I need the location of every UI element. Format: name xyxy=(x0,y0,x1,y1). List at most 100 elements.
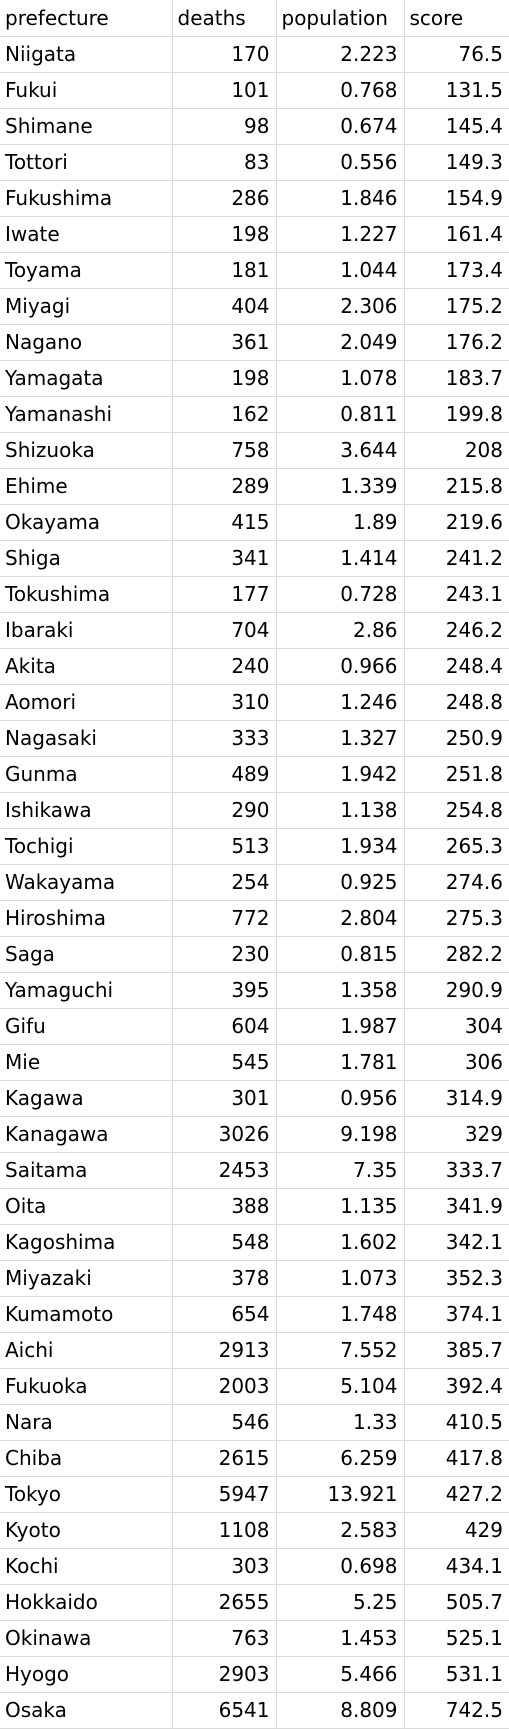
cell-deaths[interactable]: 333 xyxy=(172,720,277,757)
cell-deaths[interactable]: 2913 xyxy=(172,1332,277,1369)
cell-population[interactable]: 2.583 xyxy=(276,1512,405,1549)
cell-population[interactable]: 1.138 xyxy=(276,792,405,829)
cell-population[interactable]: 0.815 xyxy=(276,936,405,973)
cell-score[interactable]: 251.8 xyxy=(404,756,509,793)
cell-deaths[interactable]: 546 xyxy=(172,1404,277,1441)
cell-score[interactable]: 290.9 xyxy=(404,972,509,1009)
cell-deaths[interactable]: 198 xyxy=(172,216,277,253)
cell-prefecture[interactable]: Aichi xyxy=(0,1332,173,1369)
header-cell-prefecture[interactable]: prefecture xyxy=(0,0,173,37)
cell-prefecture[interactable]: Ibaraki xyxy=(0,612,173,649)
cell-prefecture[interactable]: Hiroshima xyxy=(0,900,173,937)
cell-deaths[interactable]: 361 xyxy=(172,324,277,361)
cell-prefecture[interactable]: Iwate xyxy=(0,216,173,253)
cell-population[interactable]: 1.327 xyxy=(276,720,405,757)
cell-score[interactable]: 243.1 xyxy=(404,576,509,613)
cell-deaths[interactable]: 254 xyxy=(172,864,277,901)
cell-prefecture[interactable]: Nagano xyxy=(0,324,173,361)
cell-score[interactable]: 374.1 xyxy=(404,1296,509,1333)
cell-deaths[interactable]: 772 xyxy=(172,900,277,937)
cell-score[interactable]: 176.2 xyxy=(404,324,509,361)
cell-score[interactable]: 274.6 xyxy=(404,864,509,901)
cell-score[interactable]: 505.7 xyxy=(404,1584,509,1621)
cell-score[interactable]: 333.7 xyxy=(404,1152,509,1189)
cell-score[interactable]: 183.7 xyxy=(404,360,509,397)
cell-score[interactable]: 208 xyxy=(404,432,509,469)
cell-population[interactable]: 1.078 xyxy=(276,360,405,397)
cell-deaths[interactable]: 489 xyxy=(172,756,277,793)
cell-deaths[interactable]: 2655 xyxy=(172,1584,277,1621)
cell-deaths[interactable]: 310 xyxy=(172,684,277,721)
cell-deaths[interactable]: 230 xyxy=(172,936,277,973)
cell-prefecture[interactable]: Mie xyxy=(0,1044,173,1081)
cell-score[interactable]: 149.3 xyxy=(404,144,509,181)
cell-prefecture[interactable]: Aomori xyxy=(0,684,173,721)
cell-prefecture[interactable]: Yamaguchi xyxy=(0,972,173,1009)
cell-population[interactable]: 0.674 xyxy=(276,108,405,145)
cell-prefecture[interactable]: Saga xyxy=(0,936,173,973)
cell-population[interactable]: 0.925 xyxy=(276,864,405,901)
cell-population[interactable]: 5.25 xyxy=(276,1584,405,1621)
cell-prefecture[interactable]: Okinawa xyxy=(0,1620,173,1657)
cell-prefecture[interactable]: Toyama xyxy=(0,252,173,289)
cell-prefecture[interactable]: Yamanashi xyxy=(0,396,173,433)
cell-prefecture[interactable]: Kochi xyxy=(0,1548,173,1585)
cell-deaths[interactable]: 1108 xyxy=(172,1512,277,1549)
cell-deaths[interactable]: 341 xyxy=(172,540,277,577)
cell-population[interactable]: 1.339 xyxy=(276,468,405,505)
cell-population[interactable]: 5.104 xyxy=(276,1368,405,1405)
cell-deaths[interactable]: 286 xyxy=(172,180,277,217)
cell-deaths[interactable]: 98 xyxy=(172,108,277,145)
cell-deaths[interactable]: 290 xyxy=(172,792,277,829)
cell-prefecture[interactable]: Hokkaido xyxy=(0,1584,173,1621)
cell-population[interactable]: 0.698 xyxy=(276,1548,405,1585)
cell-prefecture[interactable]: Kyoto xyxy=(0,1512,173,1549)
cell-deaths[interactable]: 83 xyxy=(172,144,277,181)
cell-score[interactable]: 385.7 xyxy=(404,1332,509,1369)
cell-population[interactable]: 1.934 xyxy=(276,828,405,865)
cell-deaths[interactable]: 758 xyxy=(172,432,277,469)
cell-prefecture[interactable]: Ishikawa xyxy=(0,792,173,829)
cell-population[interactable]: 6.259 xyxy=(276,1440,405,1477)
cell-population[interactable]: 1.135 xyxy=(276,1188,405,1225)
cell-population[interactable]: 8.809 xyxy=(276,1692,405,1729)
cell-prefecture[interactable]: Niigata xyxy=(0,36,173,73)
header-cell-population[interactable]: population xyxy=(276,0,405,37)
cell-prefecture[interactable]: Shizuoka xyxy=(0,432,173,469)
cell-deaths[interactable]: 654 xyxy=(172,1296,277,1333)
cell-score[interactable]: 329 xyxy=(404,1116,509,1153)
cell-population[interactable]: 2.804 xyxy=(276,900,405,937)
cell-prefecture[interactable]: Fukushima xyxy=(0,180,173,217)
cell-score[interactable]: 525.1 xyxy=(404,1620,509,1657)
cell-deaths[interactable]: 763 xyxy=(172,1620,277,1657)
cell-score[interactable]: 417.8 xyxy=(404,1440,509,1477)
cell-deaths[interactable]: 545 xyxy=(172,1044,277,1081)
cell-deaths[interactable]: 101 xyxy=(172,72,277,109)
cell-prefecture[interactable]: Yamagata xyxy=(0,360,173,397)
cell-deaths[interactable]: 289 xyxy=(172,468,277,505)
cell-prefecture[interactable]: Gifu xyxy=(0,1008,173,1045)
cell-deaths[interactable]: 2453 xyxy=(172,1152,277,1189)
cell-score[interactable]: 246.2 xyxy=(404,612,509,649)
cell-score[interactable]: 154.9 xyxy=(404,180,509,217)
cell-population[interactable]: 5.466 xyxy=(276,1656,405,1693)
cell-score[interactable]: 76.5 xyxy=(404,36,509,73)
cell-deaths[interactable]: 415 xyxy=(172,504,277,541)
cell-score[interactable]: 265.3 xyxy=(404,828,509,865)
cell-population[interactable]: 1.414 xyxy=(276,540,405,577)
cell-population[interactable]: 0.956 xyxy=(276,1080,405,1117)
cell-score[interactable]: 173.4 xyxy=(404,252,509,289)
cell-prefecture[interactable]: Hyogo xyxy=(0,1656,173,1693)
cell-population[interactable]: 1.987 xyxy=(276,1008,405,1045)
cell-population[interactable]: 1.044 xyxy=(276,252,405,289)
cell-score[interactable]: 341.9 xyxy=(404,1188,509,1225)
cell-deaths[interactable]: 170 xyxy=(172,36,277,73)
cell-deaths[interactable]: 395 xyxy=(172,972,277,1009)
cell-population[interactable]: 1.073 xyxy=(276,1260,405,1297)
cell-prefecture[interactable]: Chiba xyxy=(0,1440,173,1477)
cell-population[interactable]: 1.358 xyxy=(276,972,405,1009)
cell-population[interactable]: 2.306 xyxy=(276,288,405,325)
cell-population[interactable]: 1.453 xyxy=(276,1620,405,1657)
cell-deaths[interactable]: 2903 xyxy=(172,1656,277,1693)
cell-prefecture[interactable]: Shimane xyxy=(0,108,173,145)
